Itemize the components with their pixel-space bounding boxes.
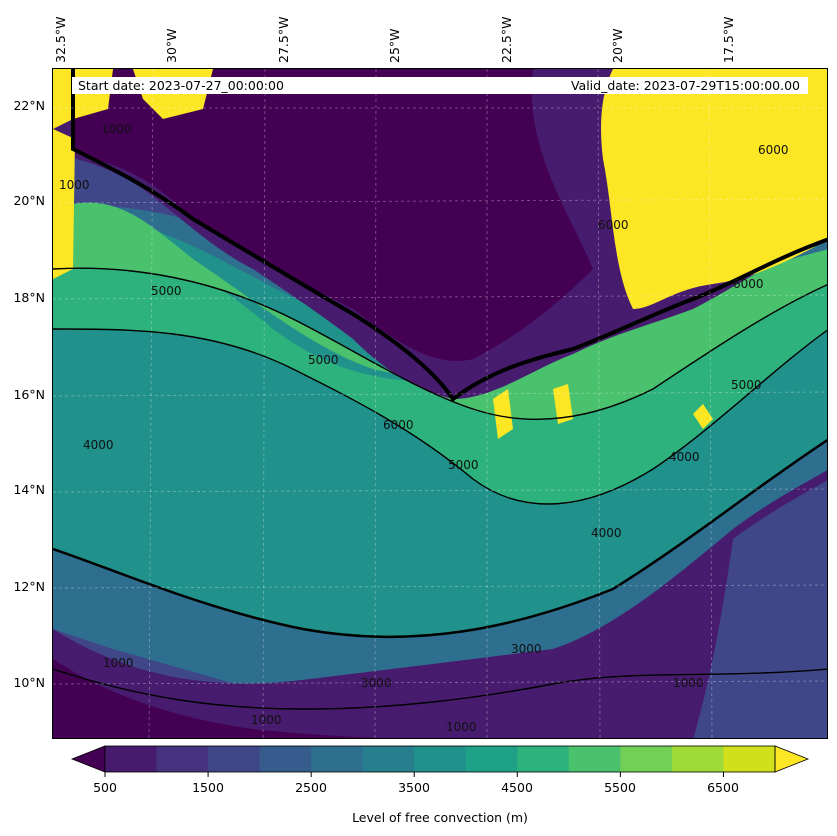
region-high-patch-3 bbox=[693, 404, 713, 429]
contour-label: 5000 bbox=[448, 458, 479, 472]
lat-label: 18°N bbox=[13, 290, 45, 305]
contour-label: 1000 bbox=[103, 656, 134, 670]
gridline-lon-1 bbox=[148, 69, 154, 738]
lat-label: 14°N bbox=[13, 482, 45, 497]
contour-label: 5000 bbox=[731, 378, 762, 392]
lon-label: 17.5°W bbox=[721, 16, 736, 63]
colorbar-segment bbox=[311, 746, 364, 772]
date-info-box: Start date: 2023-07-27_00:00:00 Valid_da… bbox=[72, 77, 808, 94]
lat-label: 10°N bbox=[13, 675, 45, 690]
region-high-northeast bbox=[601, 69, 827, 309]
region-deep-south bbox=[53, 659, 384, 738]
contour-label: 6000 bbox=[383, 418, 414, 432]
contour-label: 5000 bbox=[151, 284, 182, 298]
contour-label: 1000 bbox=[446, 720, 477, 734]
colorbar-tick-label: 500 bbox=[93, 780, 117, 795]
region-green bbox=[53, 244, 827, 504]
colorbar-tick-label: 1500 bbox=[192, 780, 224, 795]
colorbar-segment bbox=[105, 746, 158, 772]
region-deep-northwest bbox=[73, 69, 593, 361]
lon-label: 22.5°W bbox=[499, 16, 514, 63]
lat-label: 20°N bbox=[13, 193, 45, 208]
region-dry-south bbox=[53, 470, 827, 738]
valid-date-label: Valid_date: 2023-07-29T15:00:00.00 bbox=[570, 78, 800, 93]
contour-label: 4000 bbox=[83, 438, 114, 452]
lon-label: 32.5°W bbox=[53, 16, 68, 63]
contour-label: 4000 bbox=[591, 526, 622, 540]
contour-5000 bbox=[53, 267, 827, 421]
colorbar-segment bbox=[671, 746, 724, 772]
colorbar-segment bbox=[414, 746, 467, 772]
colorbar-tick-label: 5500 bbox=[604, 780, 636, 795]
colorbar-segment bbox=[465, 746, 518, 772]
lat-label: 22°N bbox=[13, 98, 45, 113]
contour-3000 bbox=[53, 438, 827, 639]
colorbar-segment bbox=[517, 746, 570, 772]
colorbar-segment bbox=[208, 746, 261, 772]
colorbar-tick-label: 6500 bbox=[707, 780, 739, 795]
region-high-left bbox=[53, 129, 75, 279]
contour-lines bbox=[53, 69, 827, 710]
lat-label: 12°N bbox=[13, 579, 45, 594]
contour-label: 1000 bbox=[251, 713, 282, 727]
colorbar-segment bbox=[568, 746, 621, 772]
region-lightgreen bbox=[53, 202, 827, 420]
colorbar-segment bbox=[156, 746, 209, 772]
gridline-lon-6 bbox=[708, 69, 713, 738]
lon-label: 27.5°W bbox=[276, 16, 291, 63]
gridlines bbox=[53, 69, 827, 738]
contour-label: 5000 bbox=[308, 353, 339, 367]
region-high-patch-1 bbox=[493, 389, 513, 439]
colorbar-segments bbox=[70, 745, 810, 773]
contour-6000-north bbox=[71, 69, 827, 402]
contour-label: 3000 bbox=[361, 676, 392, 690]
colorbar-frame bbox=[104, 745, 776, 773]
contour-label-group: 1000 1000 1000 1000 1000 1000 3000 3000 … bbox=[59, 122, 789, 734]
contour-label: 3000 bbox=[511, 642, 542, 656]
lat-label: 16°N bbox=[13, 387, 45, 402]
map-panel: 1000 1000 1000 1000 1000 1000 3000 3000 … bbox=[52, 68, 828, 739]
contour-label: 6000 bbox=[758, 143, 789, 157]
colorbar-tick-label: 3500 bbox=[398, 780, 430, 795]
colorbar-ticks bbox=[104, 772, 724, 777]
contour-label: 6000 bbox=[733, 277, 764, 291]
colorbar-segment bbox=[259, 746, 312, 772]
contour-1000 bbox=[53, 668, 827, 710]
contour-4000 bbox=[53, 328, 827, 505]
lon-label: 25°W bbox=[387, 28, 402, 63]
contour-label: 6000 bbox=[598, 218, 629, 232]
colorbar-label: Level of free convection (m) bbox=[352, 810, 528, 825]
colorbar-segment bbox=[620, 746, 673, 772]
colorbar-tick-label: 4500 bbox=[501, 780, 533, 795]
contour-label: 1000 bbox=[101, 122, 132, 136]
lon-label: 20°W bbox=[610, 28, 625, 63]
colorbar-tick-label: 2500 bbox=[295, 780, 327, 795]
lon-label: 30°W bbox=[164, 28, 179, 63]
contour-label: 1000 bbox=[59, 178, 90, 192]
gridline-lon-2 bbox=[262, 69, 266, 738]
colorbar-extend-low bbox=[70, 745, 106, 773]
lfc-map: 1000 1000 1000 1000 1000 1000 3000 3000 … bbox=[53, 69, 827, 738]
colorbar-segment bbox=[362, 746, 415, 772]
start-date-label: Start date: 2023-07-27_00:00:00 bbox=[78, 78, 284, 93]
contour-label: 4000 bbox=[669, 450, 700, 464]
colorbar bbox=[70, 745, 810, 777]
colorbar-extend-high bbox=[774, 745, 810, 773]
gridline-lon-3 bbox=[374, 69, 377, 738]
colorbar-segment bbox=[723, 746, 776, 772]
region-high-patch-2 bbox=[553, 384, 573, 424]
contour-label: 1000 bbox=[673, 676, 704, 690]
gridline-lon-5 bbox=[597, 69, 601, 738]
